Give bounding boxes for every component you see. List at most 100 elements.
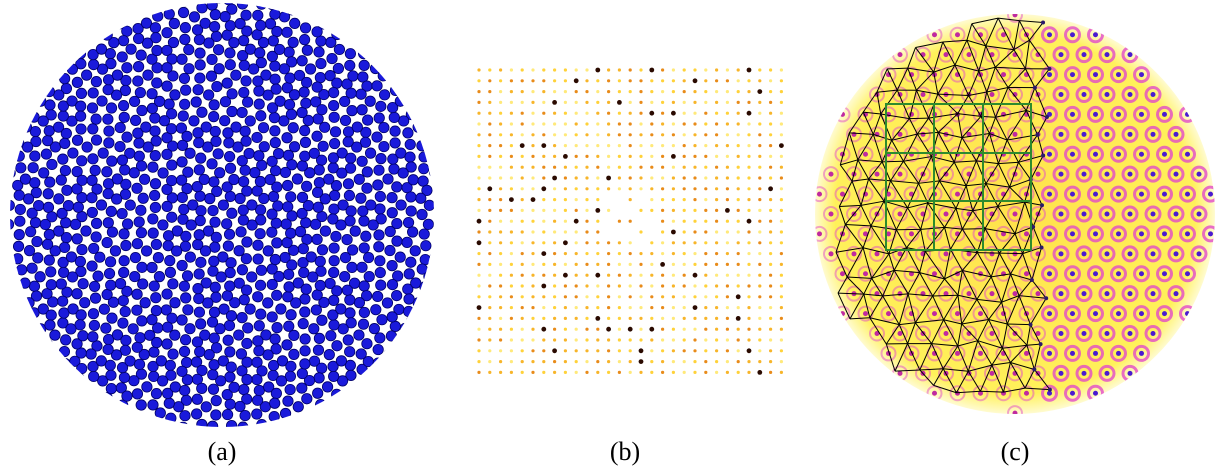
spot — [510, 220, 513, 223]
spot — [693, 155, 696, 158]
dot — [226, 362, 236, 372]
spot — [542, 306, 545, 309]
spot — [553, 144, 556, 147]
spot — [618, 187, 621, 190]
dot — [299, 125, 309, 135]
dot — [179, 281, 189, 291]
mesh-node — [1029, 323, 1033, 327]
dot — [258, 122, 268, 132]
spot — [499, 133, 502, 136]
panel-label: (b) — [610, 437, 640, 466]
dot — [207, 421, 217, 431]
spot-core — [1024, 231, 1029, 236]
spot-core — [955, 311, 960, 316]
dot — [135, 332, 145, 342]
dot — [178, 111, 188, 121]
spot — [683, 220, 686, 223]
dot — [102, 237, 112, 247]
dot — [211, 232, 221, 242]
spot — [564, 209, 567, 212]
dot — [435, 216, 445, 226]
dot — [194, 138, 204, 148]
dot — [134, 138, 144, 148]
spot — [510, 209, 513, 212]
dot — [28, 102, 38, 112]
spot — [629, 101, 632, 104]
dot — [177, 192, 187, 202]
spot — [607, 144, 610, 147]
dot — [104, 138, 114, 148]
spot — [531, 122, 534, 125]
spot — [650, 252, 653, 255]
spot — [672, 317, 675, 320]
dot — [194, 307, 204, 317]
spot — [769, 166, 772, 169]
spot — [683, 274, 686, 277]
spot — [736, 294, 741, 299]
spot — [780, 79, 783, 82]
spot-core — [1093, 72, 1098, 77]
spot — [629, 306, 632, 309]
spot — [607, 68, 610, 71]
dot — [269, 398, 279, 408]
dot — [285, 228, 295, 238]
spot — [747, 166, 750, 169]
dot — [150, 23, 160, 33]
spot-core — [932, 311, 937, 316]
spot-core — [863, 311, 868, 316]
dot — [370, 375, 380, 385]
spot — [715, 274, 718, 277]
spot — [552, 100, 557, 105]
dot — [24, 298, 34, 308]
dot — [286, 109, 296, 119]
dot — [204, 38, 214, 48]
spot — [618, 90, 621, 93]
dot — [153, 252, 163, 262]
spot — [585, 155, 588, 158]
spot — [574, 219, 579, 224]
spot — [499, 90, 502, 93]
spot — [769, 101, 772, 104]
spot — [488, 112, 491, 115]
dot — [231, 70, 241, 80]
dot — [229, 174, 239, 184]
dot — [302, 394, 312, 404]
spot-core — [1047, 152, 1052, 157]
dot — [322, 382, 332, 392]
dot — [356, 89, 366, 99]
dot — [218, 200, 228, 210]
spot-core — [1093, 192, 1098, 197]
dot — [165, 255, 175, 265]
dot — [103, 344, 113, 354]
spot — [564, 122, 567, 125]
dot — [375, 256, 385, 266]
dot — [233, 330, 243, 340]
spot — [780, 371, 783, 374]
spot — [737, 284, 740, 287]
spot — [769, 176, 772, 179]
spot-core — [1070, 192, 1075, 197]
spot — [650, 306, 653, 309]
spot — [758, 263, 761, 266]
spot — [726, 144, 729, 147]
dot — [184, 44, 194, 54]
spot — [477, 360, 480, 363]
spot — [618, 338, 621, 341]
spot — [704, 220, 707, 223]
dot — [180, 22, 190, 32]
spot — [769, 306, 772, 309]
dot — [151, 293, 161, 303]
dot — [252, 395, 262, 405]
dot — [374, 113, 384, 123]
dot — [225, 48, 235, 58]
spot — [553, 241, 556, 244]
spot — [542, 133, 545, 136]
dot — [60, 138, 70, 148]
dot — [318, 141, 328, 151]
spot — [758, 349, 761, 352]
dot — [96, 44, 106, 54]
spot — [563, 240, 568, 245]
spot — [650, 144, 653, 147]
dot — [136, 50, 146, 60]
spot-core — [875, 172, 880, 177]
